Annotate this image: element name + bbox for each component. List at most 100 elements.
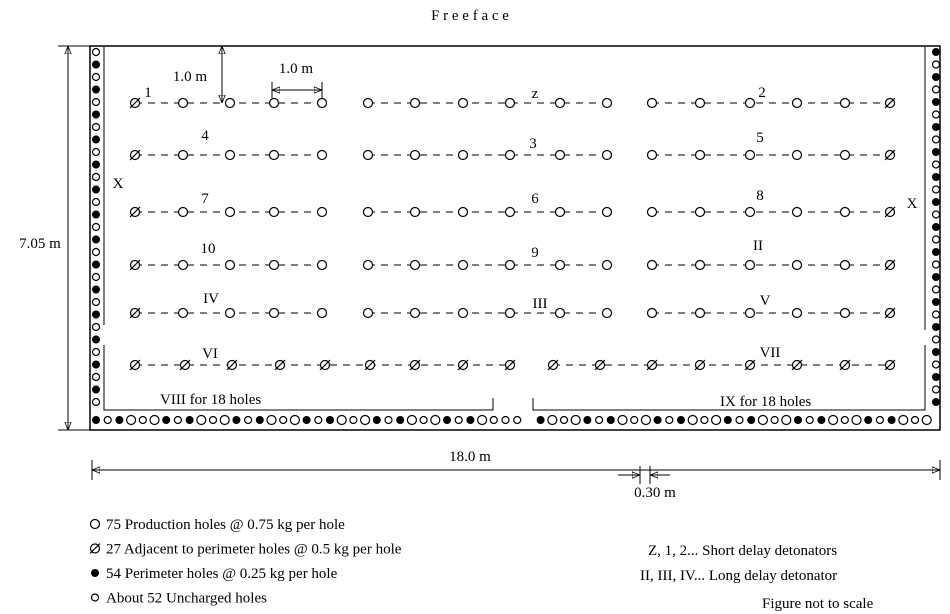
- perimeter-hole: [932, 348, 940, 356]
- legend-text: 75 Production holes @ 0.75 kg per hole: [106, 517, 345, 533]
- hole-label: VII: [760, 345, 781, 361]
- uncharged-hole: [665, 415, 674, 425]
- hole-label: 9: [531, 245, 539, 261]
- production-hole: [224, 97, 236, 109]
- uncharged-hole: [91, 322, 101, 332]
- dim-spacing: 1.0 m: [279, 61, 314, 77]
- production-hole: [601, 97, 613, 109]
- perimeter-hole: [932, 48, 940, 56]
- perimeter-hole: [932, 398, 940, 406]
- hole-label: III: [533, 296, 548, 312]
- inner-wall: [532, 345, 926, 411]
- production-hole: [457, 259, 469, 271]
- hole-label: X: [907, 196, 918, 212]
- production-hole: [406, 414, 417, 426]
- uncharged-hole: [931, 235, 941, 244]
- uncharged-hole: [805, 415, 814, 425]
- production-hole: [687, 414, 698, 426]
- production-hole: [268, 206, 280, 218]
- dim-width: 18.0 m: [449, 449, 491, 465]
- uncharged-hole: [501, 415, 510, 425]
- hole-label: z: [532, 86, 539, 102]
- production-hole: [839, 259, 851, 271]
- uncharged-hole: [91, 122, 101, 132]
- uncharged-hole: [208, 415, 218, 425]
- production-hole: [851, 414, 862, 426]
- hole-slash: [884, 259, 896, 271]
- uncharged-hole: [931, 60, 941, 69]
- hole-slash: [646, 359, 658, 371]
- uncharged-hole: [91, 197, 101, 207]
- production-hole: [694, 307, 706, 319]
- uncharged-hole: [91, 72, 101, 82]
- hole-slash: [129, 359, 141, 371]
- perimeter-hole: [92, 110, 100, 119]
- uncharged-hole: [314, 415, 323, 425]
- uncharged-hole: [931, 110, 941, 119]
- production-hole: [646, 259, 658, 271]
- perimeter-hole: [932, 98, 940, 106]
- perimeter-hole: [326, 416, 334, 424]
- perimeter-hole: [932, 173, 940, 181]
- production-hole: [601, 259, 613, 271]
- perimeter-hole: [92, 185, 100, 194]
- hole-slash: [547, 359, 559, 371]
- production-hole: [224, 259, 236, 271]
- production-hole: [554, 149, 566, 161]
- production-hole: [839, 97, 851, 109]
- hole-slash: [129, 97, 141, 109]
- production-hole: [601, 149, 613, 161]
- perimeter-hole: [932, 323, 940, 331]
- production-hole: [268, 307, 280, 319]
- hole-slash: [884, 206, 896, 218]
- perimeter-hole: [92, 285, 100, 294]
- hole-label: 6: [531, 191, 539, 207]
- hole-slash: [694, 359, 706, 371]
- production-hole: [177, 307, 189, 319]
- uncharged-hole: [419, 415, 428, 425]
- perimeter-hole: [794, 416, 802, 424]
- production-hole: [362, 206, 374, 218]
- production-hole: [601, 206, 613, 218]
- uncharged-hole: [279, 415, 288, 425]
- production-hole: [177, 97, 189, 109]
- uncharged-hole: [91, 297, 101, 307]
- production-hole: [694, 149, 706, 161]
- perimeter-hole: [606, 416, 615, 424]
- uncharged-hole: [700, 415, 709, 425]
- production-hole: [744, 206, 756, 218]
- production-hole: [646, 206, 658, 218]
- uncharged-hole: [173, 415, 182, 425]
- uncharged-hole: [735, 415, 744, 425]
- hole-label: VI: [202, 346, 218, 362]
- production-hole: [196, 414, 207, 426]
- uncharged-hole: [931, 185, 941, 194]
- hole-slash: [884, 359, 896, 371]
- inner-wall: [103, 345, 494, 411]
- uncharged-hole: [910, 415, 920, 425]
- uncharged-hole: [90, 593, 100, 602]
- perimeter-hole: [92, 385, 100, 394]
- production-hole: [336, 414, 347, 426]
- uncharged-hole: [454, 415, 463, 425]
- production-hole: [791, 307, 803, 319]
- production-hole: [177, 149, 189, 161]
- hole-slash: [129, 259, 141, 271]
- perimeter-hole: [932, 373, 940, 381]
- production-hole: [477, 414, 488, 426]
- perimeter-hole: [932, 248, 940, 256]
- production-hole: [921, 414, 932, 426]
- perimeter-hole: [91, 569, 99, 577]
- production-hole: [360, 414, 371, 426]
- uncharged-hole: [91, 172, 101, 182]
- perimeter-hole: [115, 416, 124, 424]
- production-hole: [547, 414, 558, 426]
- production-hole: [316, 307, 328, 319]
- production-hole: [266, 414, 277, 426]
- uncharged-hole: [931, 310, 941, 319]
- uncharged-hole: [559, 415, 569, 425]
- perimeter-hole: [932, 148, 940, 156]
- uncharged-hole: [489, 415, 498, 425]
- perimeter-hole: [92, 235, 100, 244]
